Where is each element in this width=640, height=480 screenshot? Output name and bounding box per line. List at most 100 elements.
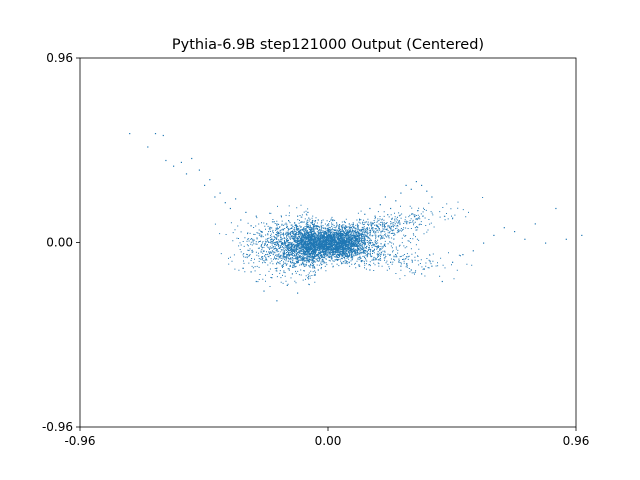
scatter-point-cloud (214, 197, 484, 287)
scatter-point (328, 246, 330, 248)
scatter-point (431, 265, 433, 267)
x-axis: -0.96 0.00 0.96 (64, 427, 589, 448)
scatter-point (263, 290, 265, 292)
scatter-point (147, 146, 149, 148)
scatter-point (359, 265, 361, 267)
scatter-point (565, 238, 567, 240)
scatter-point (291, 273, 293, 275)
scatter-point (374, 215, 376, 217)
scatter-point (379, 257, 381, 260)
scatter-point (581, 234, 583, 236)
scatter-point (165, 159, 167, 162)
x-tick-label: 0.96 (563, 434, 590, 448)
scatter-point (369, 269, 371, 271)
scatter-point (483, 242, 485, 244)
scatter-point (343, 227, 345, 229)
scatter-point (364, 213, 366, 215)
scatter-point (410, 188, 412, 190)
scatter-point (441, 280, 443, 283)
scatter-point (426, 190, 428, 192)
scatter-point (493, 234, 495, 236)
scatter-point (390, 207, 392, 210)
scatter-point (240, 219, 242, 221)
scatter-point (400, 265, 402, 267)
scatter-point (472, 250, 474, 252)
scatter-point (431, 196, 433, 198)
scatter-point (514, 231, 516, 233)
scatter-point (524, 238, 526, 240)
scatter-point (224, 202, 226, 204)
scatter-point (297, 292, 299, 294)
scatter-point (281, 265, 283, 267)
scatter-point (348, 223, 350, 225)
scatter-point (333, 238, 335, 240)
scatter-point (209, 179, 211, 181)
scatter-point (266, 223, 268, 225)
scatter-point (421, 273, 423, 275)
scatter-point (204, 184, 206, 186)
scatter-point (348, 261, 350, 263)
scatter-points (129, 133, 583, 302)
scatter-point (503, 227, 505, 229)
scatter-point (250, 271, 252, 273)
scatter-point (198, 169, 200, 171)
scatter-point (322, 252, 324, 254)
scatter-point (343, 242, 345, 244)
scatter-point (410, 269, 412, 271)
scatter-point (312, 257, 314, 260)
chart-title: Pythia-6.9B step121000 Output (Centered) (172, 37, 484, 53)
y-tick-label: -0.96 (42, 420, 73, 434)
scatter-point (353, 231, 355, 233)
scatter-point (245, 211, 247, 213)
scatter-point (271, 277, 273, 279)
scatter-point (250, 225, 252, 227)
scatter-point (255, 280, 257, 283)
scatter-point (235, 198, 237, 200)
scatter-point (415, 181, 417, 183)
scatter-point (255, 215, 257, 217)
scatter-point (405, 184, 407, 186)
scatter-point (359, 219, 361, 221)
scatter-point (286, 284, 288, 286)
scatter-point (317, 269, 319, 271)
scatter-point (452, 261, 454, 263)
scatter-point (180, 161, 182, 163)
scatter-point (191, 157, 193, 160)
scatter-point (229, 207, 231, 210)
scatter-point (276, 229, 278, 231)
scatter-point (328, 223, 330, 225)
scatter-point (260, 231, 262, 233)
scatter-point (534, 223, 536, 225)
scatter-point (307, 277, 309, 279)
scatter-point (302, 234, 304, 236)
scatter-point (214, 196, 216, 198)
scatter-point (545, 242, 547, 244)
scatter-point (129, 133, 131, 135)
scatter-point (185, 173, 188, 175)
scatter-point (338, 232, 340, 235)
scatter-point (276, 300, 278, 302)
scatter-point (421, 184, 423, 186)
scatter-point (154, 133, 157, 135)
scatter-point (297, 215, 299, 217)
scatter-point (395, 200, 397, 202)
scatter-point (307, 211, 309, 213)
scatter-point (462, 254, 464, 256)
y-tick-label: 0.00 (46, 236, 73, 250)
scatter-point (302, 261, 304, 263)
scatter-point (379, 204, 381, 206)
scatter-point (400, 192, 402, 194)
y-tick-label: 0.96 (46, 51, 73, 65)
scatter-point (555, 207, 557, 210)
x-tick-label: -0.96 (64, 434, 95, 448)
x-tick-label: 0.00 (315, 434, 342, 448)
scatter-point (173, 165, 175, 167)
scatter-point (384, 196, 386, 198)
scatter-point (369, 207, 371, 210)
scatter-point (219, 192, 221, 194)
scatter-point (317, 219, 319, 221)
y-axis: -0.96 0.00 0.96 (42, 51, 80, 434)
scatter-point (338, 254, 340, 256)
